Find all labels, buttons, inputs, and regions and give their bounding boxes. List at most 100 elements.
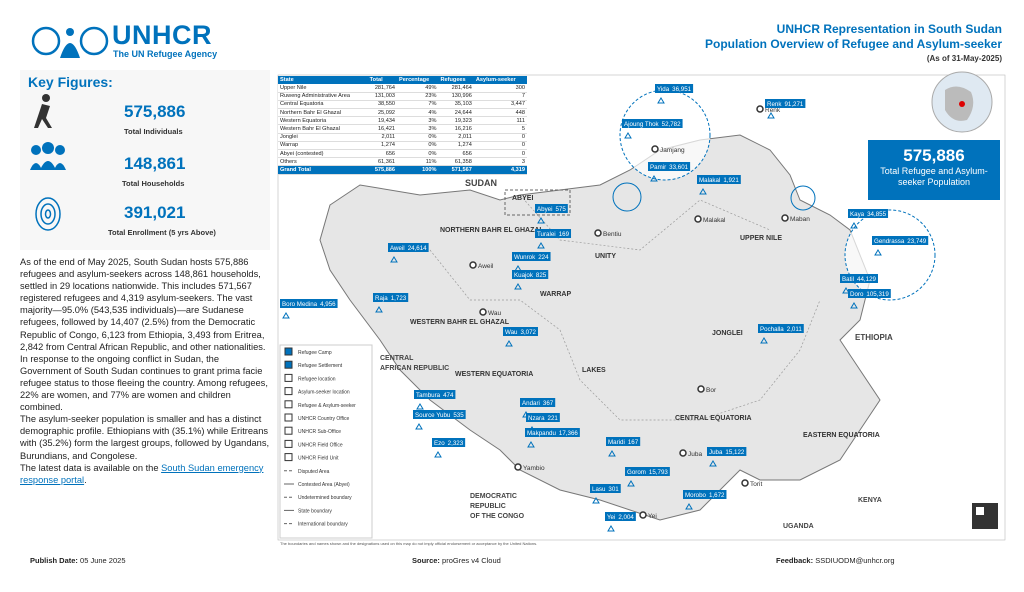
footer-item: Source: proGres v4 Cloud: [412, 556, 501, 565]
callout-value: 2,004: [618, 514, 634, 521]
table-row: Grand Total 575,886 100% 571,567 4,319: [278, 165, 527, 175]
header-line: Population Overview of Refugee and Asylu…: [705, 37, 1002, 51]
place-label: Torit: [750, 481, 762, 488]
country-label-line: CENTRAL: [380, 355, 414, 362]
summary-text: .: [84, 474, 87, 485]
place-label: Juba: [688, 451, 702, 458]
country-label: KENYA: [858, 497, 882, 504]
callout-name: Tambura: [416, 392, 441, 399]
header-title: UNHCR Representation in South Sudan Popu…: [705, 22, 1002, 52]
callout-value: 52,782: [662, 121, 681, 128]
portal-link[interactable]: South Sudan emergency response portal: [20, 462, 264, 485]
callout-box: [872, 236, 929, 245]
country-label-line: AFRICAN REPUBLIC: [380, 365, 449, 372]
table-cell: 448: [473, 108, 527, 118]
table-cell: 130,996: [438, 92, 474, 101]
footer-value: proGres v4 Cloud: [442, 556, 501, 565]
country-label: DEMOCRATIC REPUBLIC OF THE CONGO: [470, 493, 525, 520]
table-cell: 111: [473, 116, 527, 126]
key-figures-panel: [20, 70, 270, 250]
callout-value: 224: [538, 254, 549, 261]
place-marker: [651, 145, 659, 153]
callout-box: [535, 229, 572, 238]
table-cell: Others: [278, 157, 368, 167]
callout-label: Morobo 1,672: [685, 492, 725, 499]
legend-symbol: [284, 360, 293, 369]
legend-label: UNHCR Sub-Office: [298, 429, 341, 435]
callout-label: Wunrok 224: [514, 254, 549, 261]
legend-label: International boundary: [298, 522, 348, 528]
table-cell: 3%: [397, 116, 439, 126]
legend-symbol: [284, 413, 293, 422]
callout-value: 2,323: [448, 440, 464, 447]
table-cell: 571,567: [438, 165, 474, 175]
callout-label: Wau 3,072: [505, 329, 537, 336]
callout-box: [648, 162, 691, 171]
location-marker: [607, 525, 615, 532]
location-marker: [505, 340, 513, 347]
table-cell: Jonglei: [278, 133, 368, 142]
footer: Publish Date: 05 June 2025 Source: proGr…: [0, 550, 1024, 570]
location-marker: [850, 302, 858, 309]
legend-label: UNHCR Field Unit: [298, 456, 339, 462]
callout-box: [432, 438, 466, 447]
legend: Refugee Camp Refugee Settlement Refugee lo…: [279, 344, 373, 539]
callout-value: 91,271: [784, 101, 803, 108]
legend-symbol: [284, 453, 293, 462]
table-cell: 49%: [397, 84, 439, 93]
callout-box: [526, 413, 560, 422]
callout-box: [697, 175, 741, 184]
table-row: Warrap 1,274 0% 1,274 0: [278, 141, 527, 151]
place-marker: [639, 511, 647, 519]
location-marker: [390, 256, 398, 263]
country-label-line: OF THE CONGO: [470, 513, 525, 520]
callout-box: [606, 437, 641, 446]
callout-name: Wau: [505, 329, 518, 336]
callout-name: Ezo: [434, 440, 445, 447]
location-marker: [527, 441, 535, 448]
callout-label: Raja 1,723: [375, 295, 407, 302]
table-cell: 1,274: [367, 141, 398, 151]
location-marker: [537, 217, 545, 224]
callout-box: [388, 243, 429, 252]
total-box: 575,886 Total Refugee and Asylum-seeker …: [868, 140, 1000, 200]
table-cell: 3: [473, 157, 527, 167]
location-marker: [282, 312, 290, 319]
place-marker: [756, 105, 764, 113]
table-cell: 5: [473, 124, 527, 134]
state-label: WARRAP: [540, 291, 571, 298]
header-line: UNHCR Representation in South Sudan: [776, 22, 1002, 36]
table-cell: 35,103: [438, 100, 474, 110]
place-label: Malakal: [703, 217, 726, 224]
callout-value: 105,319: [866, 291, 889, 298]
footer-label: Source:: [412, 556, 440, 565]
place-label: Yei: [648, 513, 657, 520]
footer-item: Publish Date: 05 June 2025: [30, 556, 126, 565]
table-cell: Grand Total: [278, 165, 368, 175]
place-marker: [697, 385, 705, 393]
table-cell: 61,361: [367, 157, 398, 167]
location-marker: [767, 112, 775, 119]
callout-box: [512, 252, 551, 261]
legend-symbol: [284, 373, 293, 382]
table-cell: 24,644: [438, 108, 474, 118]
callout-name: Andari: [522, 400, 540, 407]
table-cell: 1,274: [438, 141, 474, 151]
callout-value: 367: [543, 400, 554, 407]
table-row: Central Equatoria 38,550 7% 35,103 3,447: [278, 100, 527, 110]
callout-name: Batil: [842, 276, 854, 283]
place-marker: [594, 229, 602, 237]
callout-box: [765, 99, 806, 108]
callout-label: Turalei 169: [537, 231, 570, 238]
callout-box: [840, 274, 878, 283]
country-label-line: REPUBLIC: [470, 503, 506, 510]
legend-label: Contested Area (Abyei): [298, 482, 350, 488]
callout-name: Ajoung Thok: [624, 121, 660, 128]
callout-value: 825: [536, 272, 547, 279]
table-cell: Abyei (contested): [278, 149, 368, 159]
table-cell: 2,011: [438, 133, 474, 142]
location-marker: [416, 403, 424, 410]
callout-name: Doro: [850, 291, 864, 298]
location-marker: [514, 283, 522, 290]
qr-code: [972, 503, 998, 529]
